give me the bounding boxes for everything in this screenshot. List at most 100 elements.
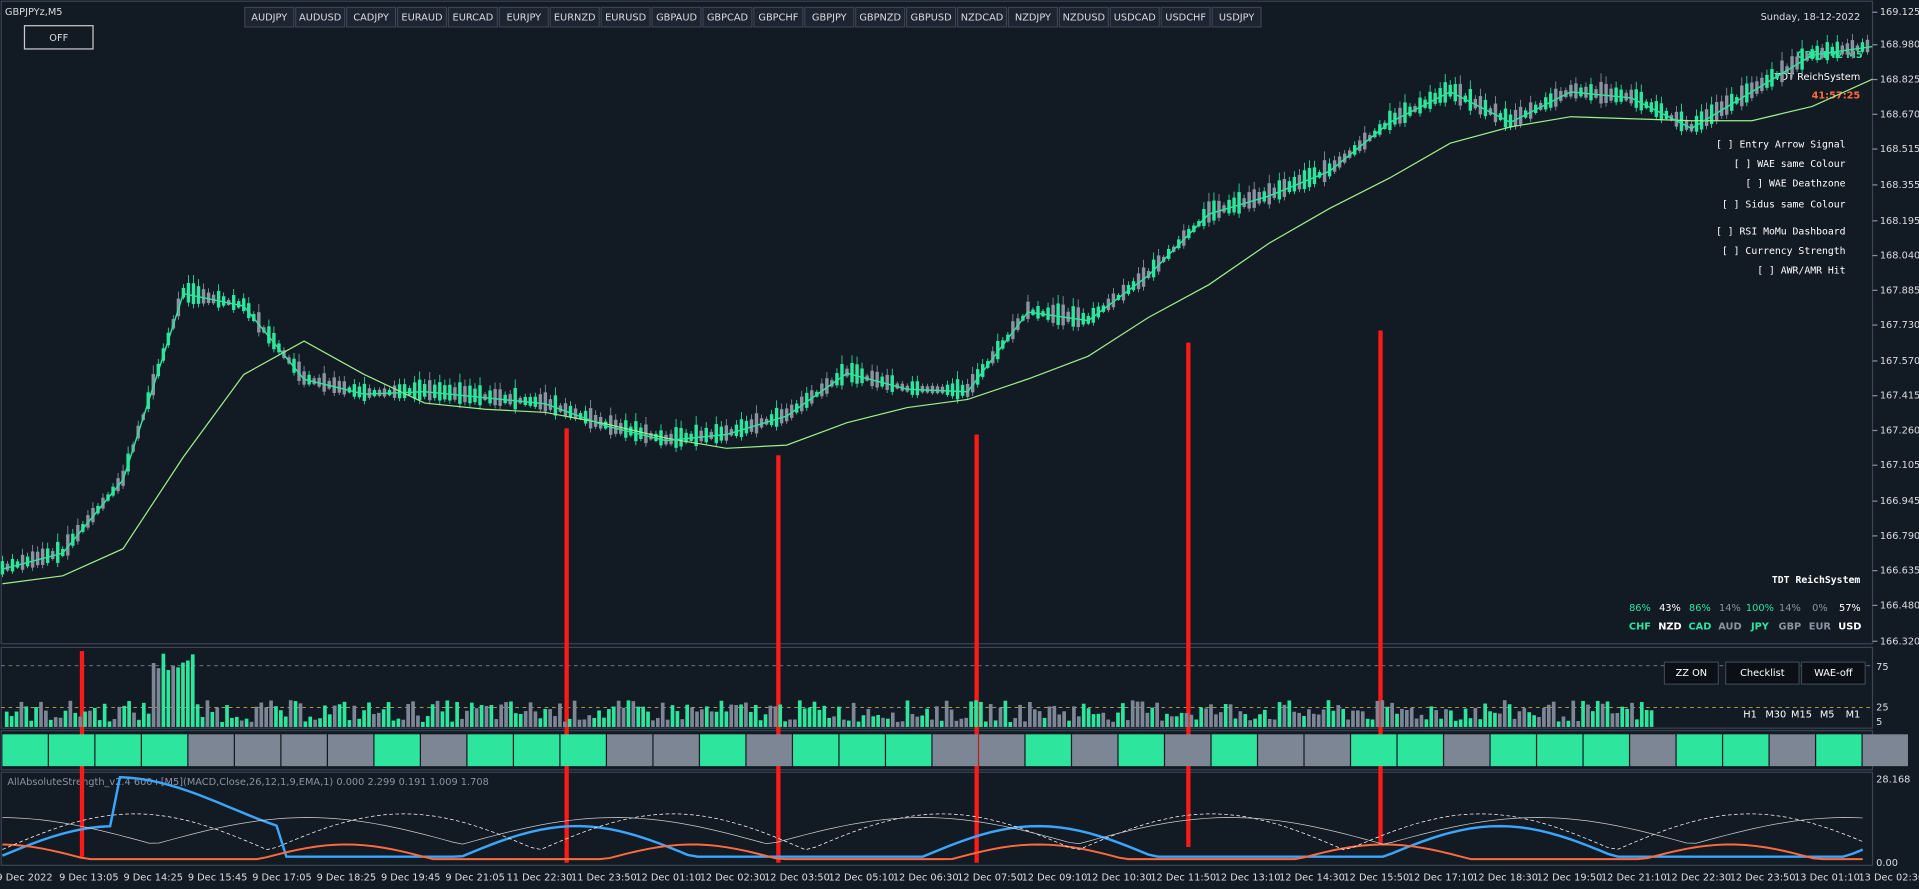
tab[interactable]: [295, 6, 346, 28]
panel-button[interactable]: [1800, 661, 1866, 685]
tab[interactable]: [906, 6, 957, 28]
tab-label[interactable]: GBPNZD: [859, 13, 901, 24]
x-tick-label: 12 Dec 05:10: [828, 872, 894, 883]
checklist-item[interactable]: [ ] WAE Deathzone: [1745, 179, 1845, 190]
wae-bar: [1542, 708, 1546, 727]
tab[interactable]: [498, 6, 549, 28]
tab-label[interactable]: EURCAD: [453, 13, 494, 24]
off-label[interactable]: OFF: [49, 33, 68, 44]
wae-bar: [900, 721, 905, 727]
candle: [749, 419, 754, 432]
tab[interactable]: [956, 6, 1008, 28]
tab[interactable]: [804, 6, 855, 28]
wae-bar: [998, 707, 1003, 727]
candle: [674, 427, 678, 448]
tab-label[interactable]: GBPAUD: [656, 13, 697, 24]
tab-label[interactable]: USDCAD: [1114, 13, 1156, 24]
wae-bar: [499, 704, 504, 727]
tab[interactable]: [651, 6, 702, 28]
tf-block: [886, 734, 932, 767]
checklist-item[interactable]: [ ] Sidus same Colour: [1722, 199, 1846, 210]
checklist-item[interactable]: [ ] AWR/AMR Hit: [1757, 265, 1845, 276]
panel-button-label[interactable]: ZZ ON: [1676, 668, 1708, 679]
wae-bar: [313, 719, 317, 727]
wae-bar: [670, 705, 675, 727]
tab[interactable]: [702, 6, 753, 28]
tab[interactable]: [1058, 6, 1109, 28]
wae-bar: [856, 721, 861, 727]
candle: [1569, 84, 1573, 97]
tab[interactable]: [396, 6, 448, 28]
tab-label[interactable]: EURJPY: [506, 13, 541, 24]
tab-label[interactable]: AUDJPY: [251, 13, 287, 24]
off-button[interactable]: [23, 25, 94, 50]
wae-bar: [259, 702, 264, 727]
tab[interactable]: [855, 6, 906, 28]
checklist-item[interactable]: [ ] RSI MoMu Dashboard: [1716, 226, 1846, 237]
wae-bar: [1409, 707, 1414, 727]
tab-label[interactable]: GBPCHF: [758, 13, 798, 24]
tab-label[interactable]: EURNZD: [554, 13, 596, 24]
wae-bar: [293, 701, 298, 727]
x-tick-label: 12 Dec 11:50: [1150, 872, 1216, 883]
tab[interactable]: [1160, 6, 1211, 28]
candle: [302, 371, 306, 385]
candle: [498, 389, 502, 406]
candle: [402, 384, 407, 399]
panel-button-label[interactable]: WAE-off: [1814, 668, 1853, 679]
tab-label[interactable]: EURUSD: [605, 13, 646, 24]
wae-bar: [562, 721, 567, 727]
tab[interactable]: [1109, 6, 1160, 28]
checklist-item[interactable]: [ ] Currency Strength: [1722, 246, 1846, 257]
wae-bar: [1013, 718, 1018, 727]
panel-button[interactable]: [1663, 661, 1719, 685]
tab[interactable]: [244, 6, 295, 28]
wae-bar: [1395, 713, 1399, 727]
tab[interactable]: [600, 6, 651, 28]
tab[interactable]: [1007, 6, 1059, 28]
tab-label[interactable]: GBPJPY: [812, 13, 847, 24]
candle: [412, 382, 417, 399]
tab-label[interactable]: NZDCAD: [961, 13, 1004, 24]
candle: [870, 370, 874, 387]
wae-bar: [396, 718, 401, 727]
panel-button[interactable]: [1725, 661, 1800, 685]
wae-bar: [171, 665, 176, 727]
tab-label[interactable]: GBPUSD: [911, 13, 952, 24]
tab[interactable]: [345, 6, 397, 28]
y-tick-label: 168.980: [1880, 40, 1919, 51]
candle: [1267, 183, 1271, 205]
candle: [1503, 108, 1508, 128]
wae-bar: [1155, 702, 1159, 727]
candle: [1403, 102, 1407, 123]
tab[interactable]: [549, 6, 600, 28]
wae-bar: [729, 704, 734, 727]
tab-label[interactable]: GBPCAD: [707, 13, 748, 24]
wae-bar: [651, 720, 655, 727]
wae-bar: [974, 700, 978, 727]
wae-bar: [1258, 714, 1262, 727]
candle: [423, 384, 427, 397]
wae-bar: [979, 701, 983, 727]
tab-label[interactable]: USDCHF: [1165, 13, 1206, 24]
candle: [30, 551, 35, 568]
wae-bar: [719, 700, 724, 727]
candle: [71, 533, 75, 546]
wae-bar: [195, 704, 200, 727]
wae-bar: [1130, 700, 1135, 727]
checklist-item[interactable]: [ ] Entry Arrow Signal: [1716, 139, 1846, 150]
panel-button-label[interactable]: Checklist: [1740, 668, 1785, 679]
checklist-item[interactable]: [ ] WAE same Colour: [1734, 159, 1846, 170]
tab[interactable]: [1211, 6, 1262, 28]
tab[interactable]: [753, 6, 804, 28]
wae-bar: [553, 716, 557, 727]
tab-label[interactable]: USDJPY: [1219, 13, 1254, 24]
tab-label[interactable]: NZDJPY: [1015, 13, 1051, 24]
tab-label[interactable]: CADJPY: [353, 13, 389, 24]
tab-label[interactable]: EURAUD: [401, 13, 442, 24]
wae-bar: [1483, 703, 1487, 727]
tab-label[interactable]: AUDUSD: [299, 13, 341, 24]
tab[interactable]: [447, 6, 498, 28]
tab-label[interactable]: NZDUSD: [1063, 13, 1105, 24]
wae-bar: [455, 702, 459, 727]
